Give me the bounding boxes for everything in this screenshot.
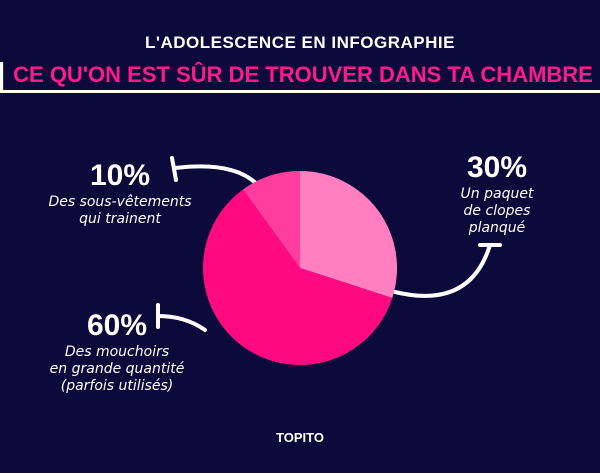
value-label: 10% bbox=[89, 159, 151, 192]
brand: TOPITO bbox=[276, 430, 324, 445]
value-label: 30% bbox=[466, 151, 528, 184]
chart-title: L'ADOLESCENCE EN INFOGRAPHIE bbox=[145, 33, 455, 52]
category-label: Un paquet de clopes planqué bbox=[460, 186, 534, 236]
pie bbox=[202, 171, 397, 365]
pie-slice bbox=[300, 171, 397, 298]
connector bbox=[393, 243, 492, 298]
pie-slice bbox=[242, 171, 300, 268]
pie-slice bbox=[202, 189, 393, 365]
category-label: Des mouchoirs en grande quantité (parfoi… bbox=[49, 344, 185, 394]
connector bbox=[156, 314, 207, 332]
value-label: 60% bbox=[86, 309, 148, 342]
connector-end bbox=[170, 156, 178, 182]
category-label: Des sous-vêtements qui trainent bbox=[48, 194, 192, 227]
chart-subtitle: CE QU'ON EST SÛR DE TROUVER DANS TA CHAM… bbox=[0, 62, 600, 93]
